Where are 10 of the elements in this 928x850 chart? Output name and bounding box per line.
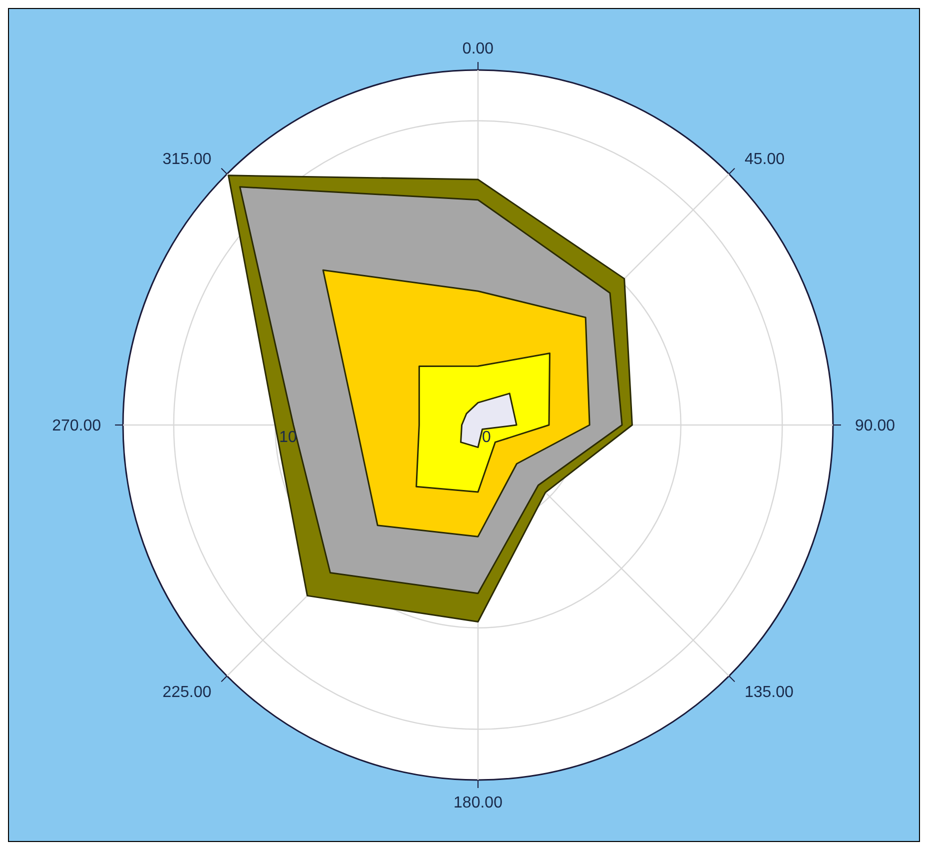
spoke-label: 45.00 bbox=[744, 151, 785, 168]
y-tick-label: 0 bbox=[482, 429, 491, 446]
spoke-label: 180.00 bbox=[454, 794, 503, 812]
spoke-label: 270.00 bbox=[52, 418, 102, 435]
spoke-label: 225.00 bbox=[162, 684, 212, 702]
spoke-label: 135.00 bbox=[744, 684, 794, 702]
spoke-label: 0.00 bbox=[462, 40, 494, 58]
y-tick-label: 10 bbox=[279, 429, 298, 446]
spoke-label: 90.00 bbox=[855, 418, 896, 435]
spoke-label: 315.00 bbox=[162, 151, 212, 168]
